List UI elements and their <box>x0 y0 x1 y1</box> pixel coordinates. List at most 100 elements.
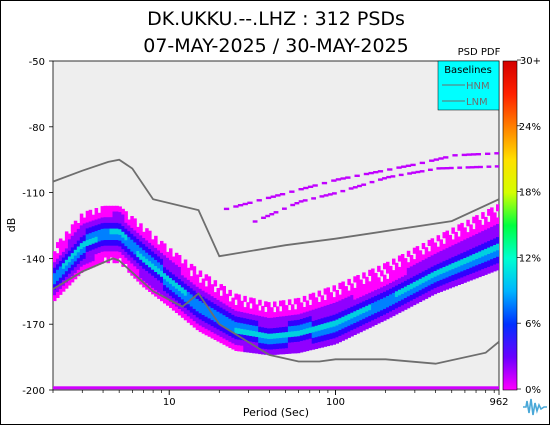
pdf-cell <box>287 315 292 322</box>
pdf-cell <box>290 320 295 327</box>
pdf-cell <box>58 288 63 295</box>
pdf-cell <box>130 233 134 241</box>
pdf-cell <box>496 204 499 212</box>
pdf-cell <box>112 211 116 218</box>
pdf-cell <box>332 326 336 333</box>
pdf-cell <box>79 237 84 244</box>
pdf-cell <box>454 273 458 281</box>
pdf-cell <box>296 330 301 337</box>
pdf-cell <box>368 292 372 299</box>
pdf-cell <box>409 255 414 262</box>
pdf-cell <box>201 315 206 322</box>
pdf-outlier-cell <box>390 175 396 178</box>
pdf-cell <box>466 232 470 239</box>
pdf-cell <box>94 254 99 261</box>
pdf-cell <box>287 310 292 316</box>
pdf-cell <box>174 294 179 301</box>
pdf-cell <box>237 300 241 307</box>
pdf-cell <box>186 286 191 293</box>
pdf-cell <box>204 328 209 336</box>
pdf-cell <box>103 240 107 247</box>
pdf-cell <box>412 299 417 306</box>
pdf-cell <box>338 294 342 301</box>
pdf-cell <box>139 272 143 279</box>
pdf-cell <box>222 291 226 299</box>
pdf-cell <box>189 306 194 313</box>
pdf-cell <box>64 231 69 238</box>
baseline-lnm-curve <box>53 257 499 365</box>
pdf-cell <box>383 280 387 287</box>
pdf-cell <box>171 274 176 281</box>
pdf-outlier-cell <box>396 166 402 169</box>
pdf-cell <box>58 255 63 262</box>
pdf-outlier-cell <box>302 199 308 202</box>
baseline-hnm-curve <box>53 158 499 258</box>
pdf-cell <box>130 221 134 229</box>
pdf-cell <box>406 262 411 269</box>
pdf-cell <box>433 242 438 249</box>
pdf-cell <box>466 244 470 251</box>
pdf-cell <box>145 246 149 254</box>
y-axis-ticks: -50 -80 -110 -140 -170 -200 <box>22 57 53 397</box>
pdf-cell <box>463 276 467 283</box>
pdf-cell <box>448 264 452 271</box>
pdf-cell <box>270 323 274 329</box>
pdf-cell <box>213 327 218 334</box>
pdf-cell <box>392 287 396 294</box>
pdf-cell <box>169 278 173 285</box>
pdf-outlier-cell <box>303 186 309 190</box>
pdf-cell <box>347 308 351 315</box>
pdf-cell <box>371 285 375 292</box>
pdf-cell <box>356 309 360 317</box>
pdf-cell <box>85 222 90 229</box>
pdf-cell <box>180 281 185 288</box>
pdf-cell <box>392 281 396 288</box>
pdf-cell <box>284 337 289 344</box>
pdf-cell <box>246 346 250 353</box>
pdf-cell <box>213 309 218 317</box>
pdf-cell <box>243 346 247 353</box>
pdf-cell <box>296 341 301 348</box>
pdf-cell <box>225 293 229 300</box>
pdf-cell <box>335 325 339 332</box>
pdf-cell <box>243 329 247 336</box>
pdf-cell <box>311 292 316 299</box>
pdf-cell <box>270 317 274 324</box>
pdf-cell <box>79 243 84 250</box>
pdf-cell <box>380 287 384 294</box>
pdf-cell <box>53 251 57 258</box>
pdf-cell <box>460 253 464 260</box>
pdf-cell <box>457 248 461 255</box>
pdf-cell <box>273 322 277 329</box>
pdf-cell <box>237 294 241 301</box>
pdf-outlier-cell <box>223 207 230 211</box>
pdf-cell <box>386 278 390 285</box>
pdf-cell <box>115 234 119 241</box>
pdf-cell <box>115 205 119 212</box>
pdf-cell <box>216 293 220 301</box>
pdf-cell <box>249 347 253 353</box>
pdf-cell <box>329 292 333 299</box>
pdf-cell <box>100 240 105 247</box>
pdf-cell <box>166 263 170 270</box>
pdf-cell <box>189 288 194 295</box>
pdf-cell <box>362 301 366 308</box>
pdf-cell <box>177 309 182 316</box>
pdf-cell <box>246 307 250 314</box>
colorbar-tick-label: 12% <box>519 253 541 264</box>
x-tick-label: 10 <box>163 397 176 408</box>
pdf-cell <box>180 311 185 318</box>
pdf-cell <box>64 237 69 244</box>
pdf-cell <box>338 318 342 325</box>
pdf-outlier-cell <box>265 196 272 200</box>
pdf-cell <box>362 318 366 325</box>
pdf-outlier-cell <box>242 202 248 206</box>
pdf-cell <box>261 311 265 317</box>
pdf-cell <box>118 223 122 230</box>
pdf-cell <box>79 219 84 226</box>
pdf-cell <box>273 301 277 308</box>
pdf-cell <box>362 324 366 331</box>
pdf-cell <box>180 269 185 276</box>
pdf-cell <box>430 249 435 256</box>
pdf-cell <box>53 289 57 296</box>
